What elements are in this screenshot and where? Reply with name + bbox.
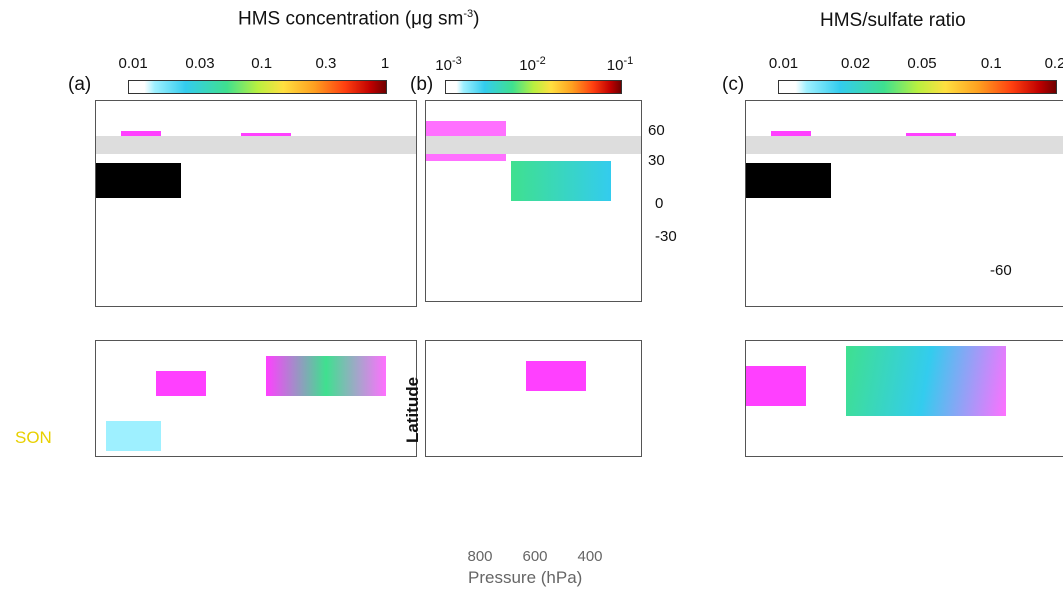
colorbar-tick: 0.2: [1044, 55, 1063, 72]
colorbar: [128, 80, 387, 94]
colorbar: [778, 80, 1057, 94]
latitude-tick: -30: [655, 228, 677, 245]
title-text: HMS concentration (μg sm: [238, 8, 464, 30]
colorbar-tick: 0.01: [768, 55, 799, 72]
colorbar-tick: 0.03: [185, 55, 215, 72]
panel-label: (b): [410, 74, 434, 95]
colorbar-tick: 0.3: [315, 55, 337, 72]
map: [95, 100, 417, 307]
tick-base: 10: [606, 57, 624, 74]
map: [95, 340, 417, 457]
pressure-tick: 800: [467, 548, 493, 565]
colorbar-tick: 10-2: [519, 55, 545, 74]
tick-exp: -2: [535, 55, 546, 67]
latitude-tick: 60: [648, 122, 665, 139]
tick-exp: -3: [451, 55, 462, 67]
tick-base: 10: [435, 57, 452, 74]
colorbar-tick: 0.05: [907, 55, 937, 72]
latitude-tick: 30: [648, 152, 665, 169]
map: [745, 340, 1063, 457]
axis-label: Pressure (hPa): [468, 568, 583, 587]
colorbar-tick: 10-1: [607, 55, 633, 74]
pressure-tick: 400: [577, 548, 603, 565]
colorbar-tick: 0.02: [840, 55, 871, 72]
panel-label: (a): [68, 74, 92, 95]
tick-exp: -1: [623, 55, 634, 67]
title: HMS concentration (μg sm-3): [238, 8, 479, 30]
title-close: ): [473, 8, 480, 30]
colorbar-tick: 10-3: [435, 55, 461, 74]
tick-base: 10: [519, 57, 536, 74]
latitude-tick: 0: [655, 195, 664, 212]
pressure-tick: 600: [522, 548, 548, 565]
colorbar-tick: 1: [380, 55, 390, 72]
latitude-tick: -60: [990, 262, 1012, 279]
map: [745, 100, 1063, 307]
map: [425, 100, 642, 302]
panel-label: (c): [722, 74, 745, 95]
row-label: SON: [15, 428, 52, 447]
colorbar-tick: 0.01: [118, 55, 148, 72]
title-sup: -3: [463, 8, 474, 20]
map: [425, 340, 642, 457]
title: HMS/sulfate ratio: [820, 10, 966, 31]
colorbar: [445, 80, 622, 94]
axis-label: Latitude: [403, 376, 423, 444]
colorbar-tick: 0.1: [251, 55, 273, 72]
colorbar-tick: 0.1: [980, 55, 1002, 72]
